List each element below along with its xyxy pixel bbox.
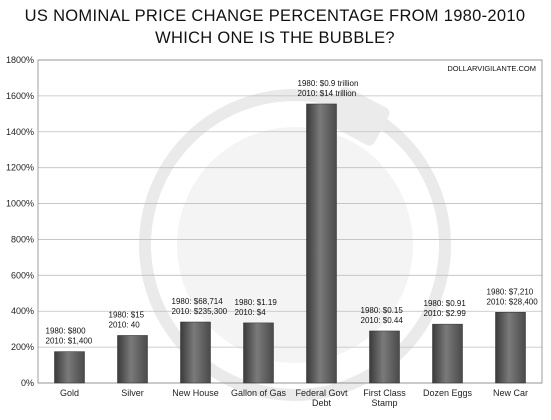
data-label: 1980: $0.9 trillion <box>298 79 359 88</box>
y-tick-label: 400% <box>11 306 34 316</box>
y-tick-label: 1600% <box>6 91 34 101</box>
x-tick-label: Debt <box>312 398 332 408</box>
data-label: 1980: $7,210 <box>487 287 534 296</box>
y-tick-label: 200% <box>11 342 34 352</box>
y-tick-label: 1200% <box>6 163 34 173</box>
data-label: 1980: $0.15 <box>361 306 404 315</box>
x-tick-label: Stamp <box>371 398 397 408</box>
y-tick-label: 800% <box>11 234 34 244</box>
x-tick-label: New House <box>172 388 219 398</box>
x-tick-label: Federal Govt <box>295 388 348 398</box>
x-tick-label: Gallon of Gas <box>231 388 287 398</box>
x-tick-label: New Car <box>493 388 528 398</box>
bar <box>306 103 337 384</box>
bar <box>117 335 148 384</box>
data-label: 1980: $0.91 <box>424 299 467 308</box>
x-tick-label: Dozen Eggs <box>423 388 473 398</box>
bar <box>495 312 526 384</box>
y-tick-label: 1800% <box>6 55 34 65</box>
y-tick-label: 0% <box>21 378 34 388</box>
bar <box>180 321 211 384</box>
watermark-text: DOLLARVIGILANTE.COM <box>447 64 536 73</box>
data-label: 1980: $15 <box>109 310 145 319</box>
chart-title: US NOMINAL PRICE CHANGE PERCENTAGE FROM … <box>25 7 526 25</box>
data-label: 2010: $235,300 <box>172 307 228 316</box>
bar <box>54 351 85 384</box>
data-label: 1980: $1.19 <box>235 298 278 307</box>
bar <box>243 322 274 384</box>
data-label: 2010: $0.44 <box>361 316 404 325</box>
data-label: 2010: $28,400 <box>487 297 539 306</box>
y-tick-label: 1400% <box>6 127 34 137</box>
x-tick-label: First Class <box>363 388 406 398</box>
chart-subtitle: WHICH ONE IS THE BUBBLE? <box>155 29 395 47</box>
y-tick-label: 1000% <box>6 199 34 209</box>
plot-frame <box>37 59 543 384</box>
y-tick-label: 600% <box>11 270 34 280</box>
data-label: 2010: $14 trillion <box>298 89 357 98</box>
data-label: 1980: $68,714 <box>172 297 224 306</box>
background-emblem <box>139 86 451 401</box>
data-label: 2010: $1,400 <box>46 337 93 346</box>
data-label: 1980: $800 <box>46 327 87 336</box>
data-label: 2010: 40 <box>109 320 141 329</box>
x-tick-label: Silver <box>121 388 144 398</box>
data-label: 2010: $2.99 <box>424 309 467 318</box>
data-label: 2010: $4 <box>235 308 267 317</box>
bar <box>432 323 463 384</box>
bar <box>369 330 400 384</box>
x-tick-label: Gold <box>60 388 79 398</box>
